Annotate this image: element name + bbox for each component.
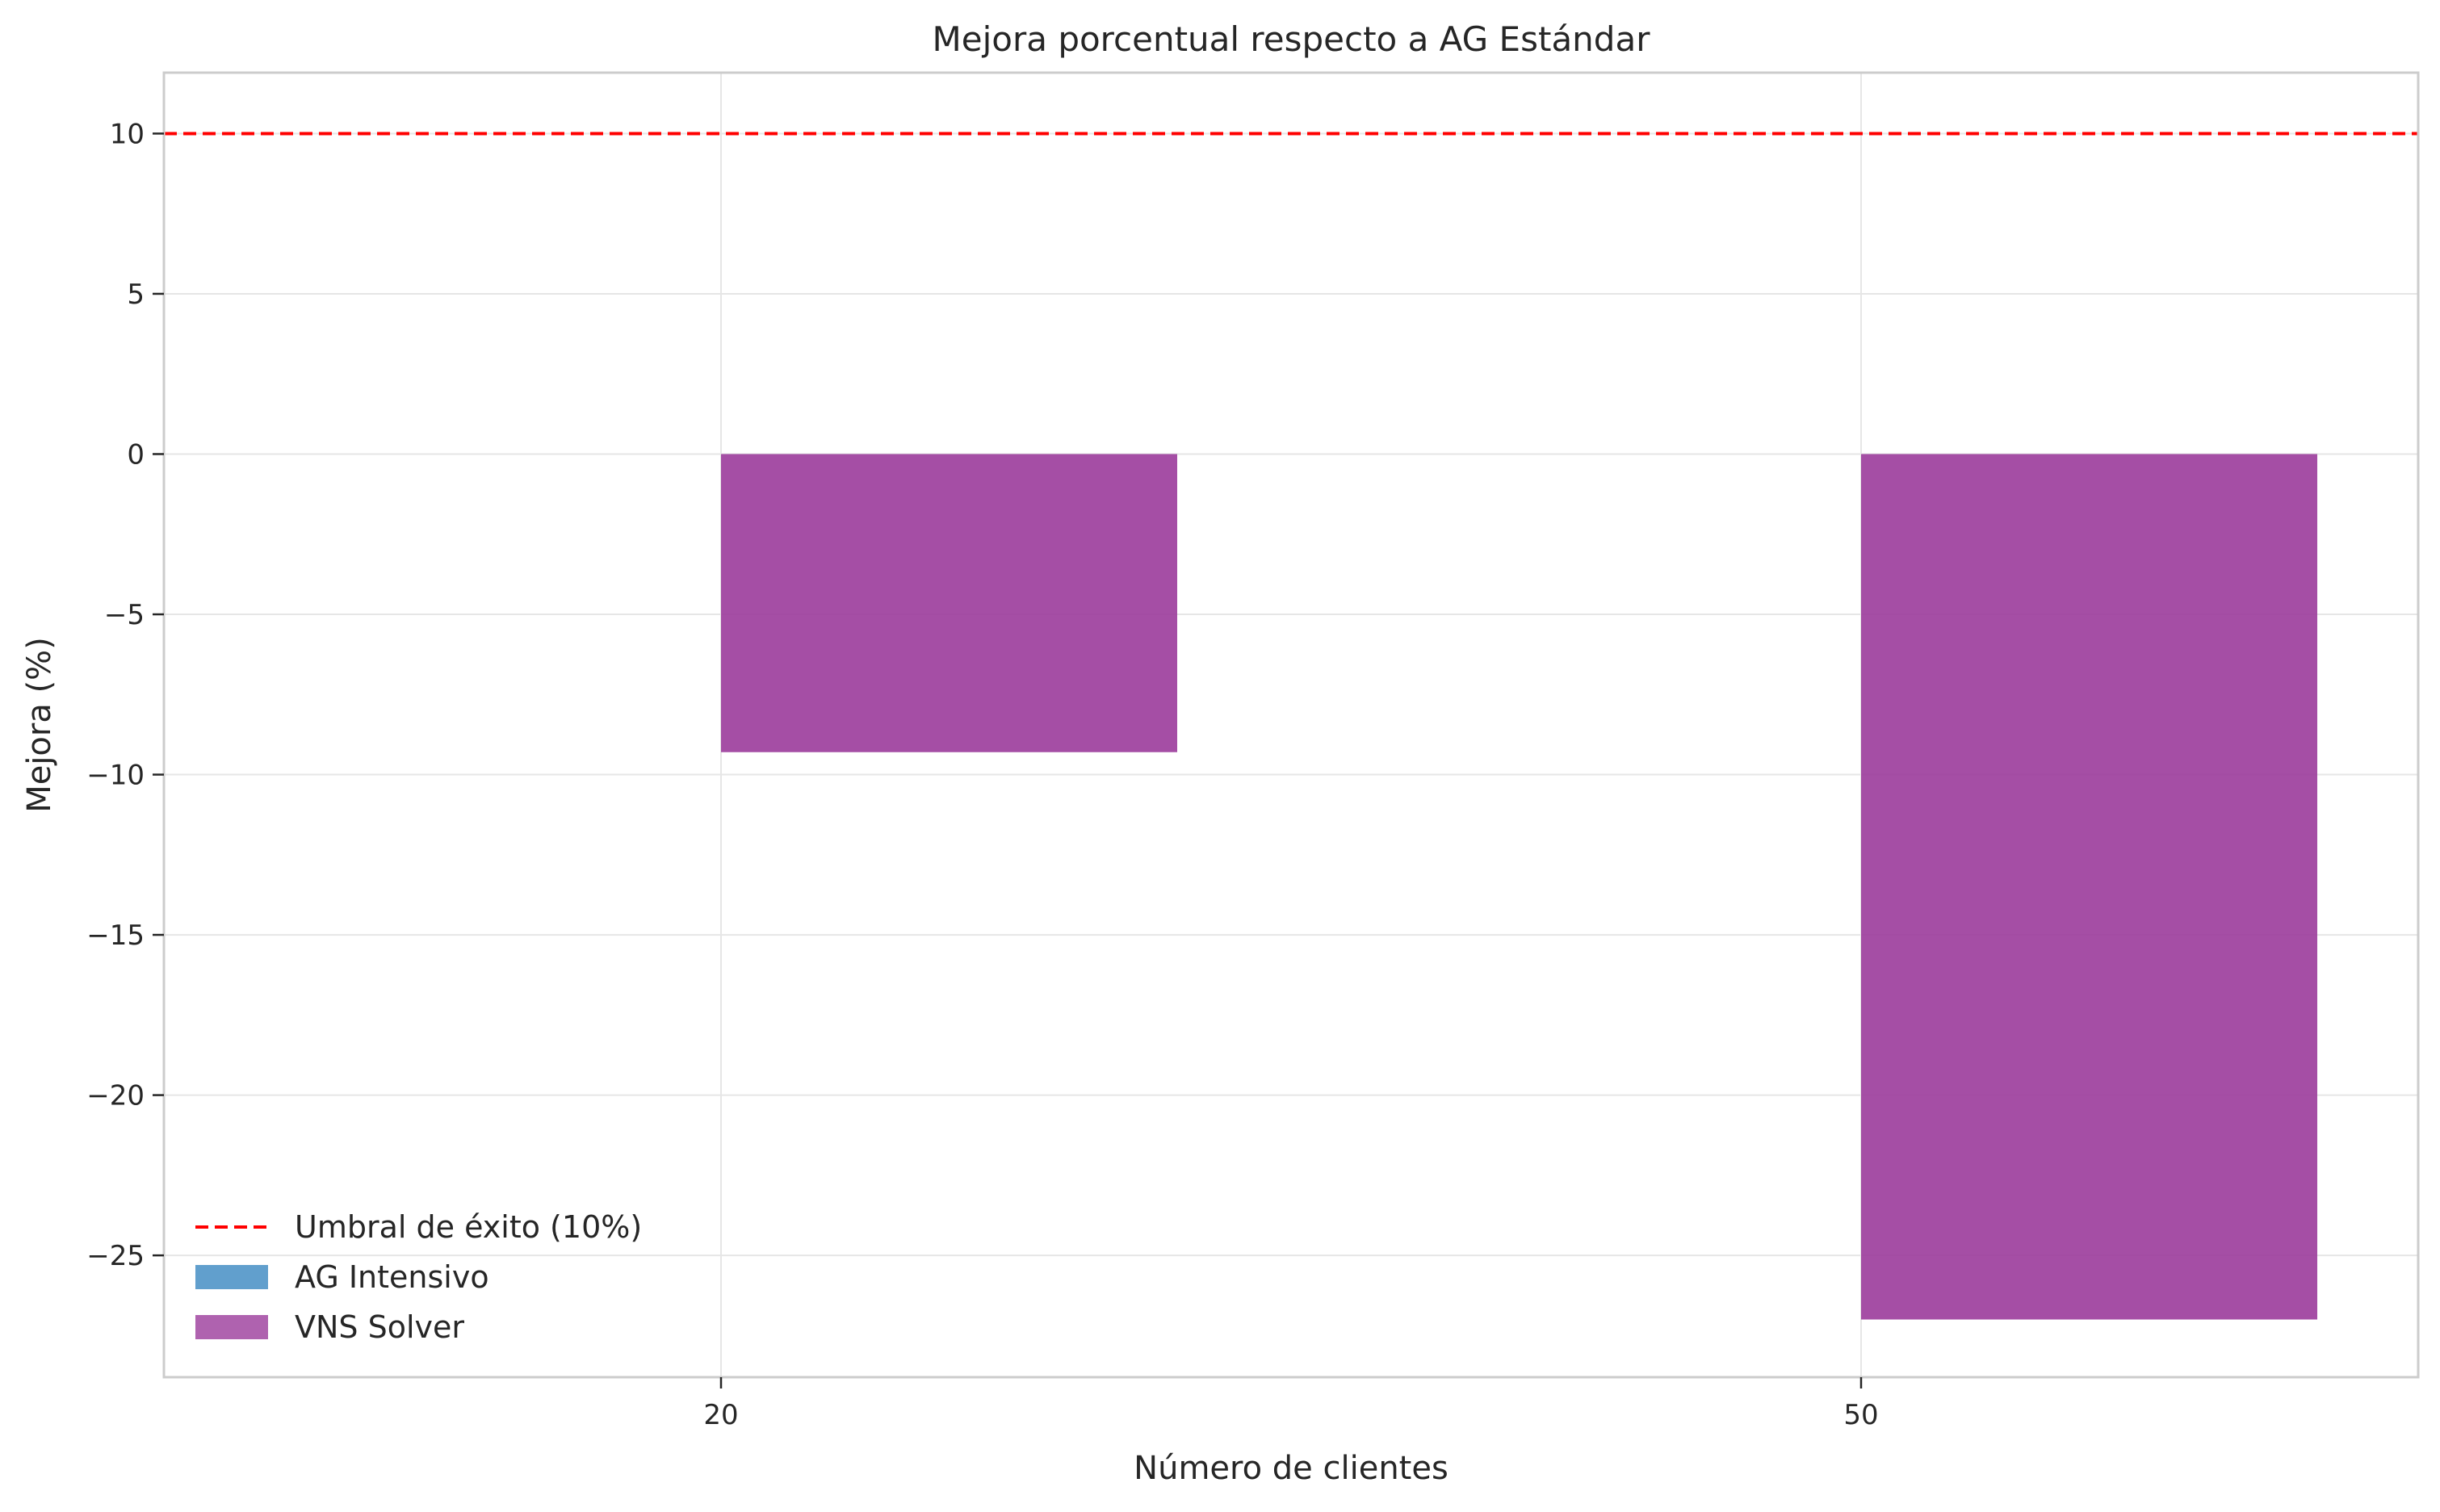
y-tick-label: −10	[86, 760, 145, 792]
x-tick-label: 20	[703, 1399, 738, 1431]
y-tick-label: −20	[86, 1080, 145, 1112]
legend-label-vns-solver: VNS Solver	[295, 1309, 464, 1345]
legend-swatch-vns-solver	[195, 1315, 268, 1339]
plot-frame	[162, 71, 2420, 1379]
y-tick-label: −15	[86, 919, 145, 952]
y-tick-label: 5	[127, 279, 145, 311]
y-tick-label: −5	[104, 599, 145, 631]
x-tick-label: 50	[1843, 1399, 1878, 1431]
bar-vns-solver-20	[721, 454, 1177, 752]
legend: Umbral de éxito (10%) AG Intensivo VNS Sol…	[195, 1209, 642, 1345]
y-tick-label: 0	[127, 438, 145, 471]
y-tick-label: 10	[110, 118, 145, 150]
chart-title: Mejora porcentual respecto a AG Estándar	[933, 19, 1651, 59]
legend-label-ag-intensivo: AG Intensivo	[295, 1259, 489, 1295]
y-axis-label: Mejora (%)	[21, 637, 58, 813]
y-tick-label: −25	[86, 1240, 145, 1272]
x-axis-label: Número de clientes	[1134, 1450, 1448, 1487]
legend-swatch-ag-intensivo	[195, 1265, 268, 1289]
bars	[721, 454, 2317, 1320]
bar-vns-solver-50	[1861, 454, 2317, 1320]
legend-label-umbral-de-xito-10: Umbral de éxito (10%)	[295, 1209, 642, 1245]
